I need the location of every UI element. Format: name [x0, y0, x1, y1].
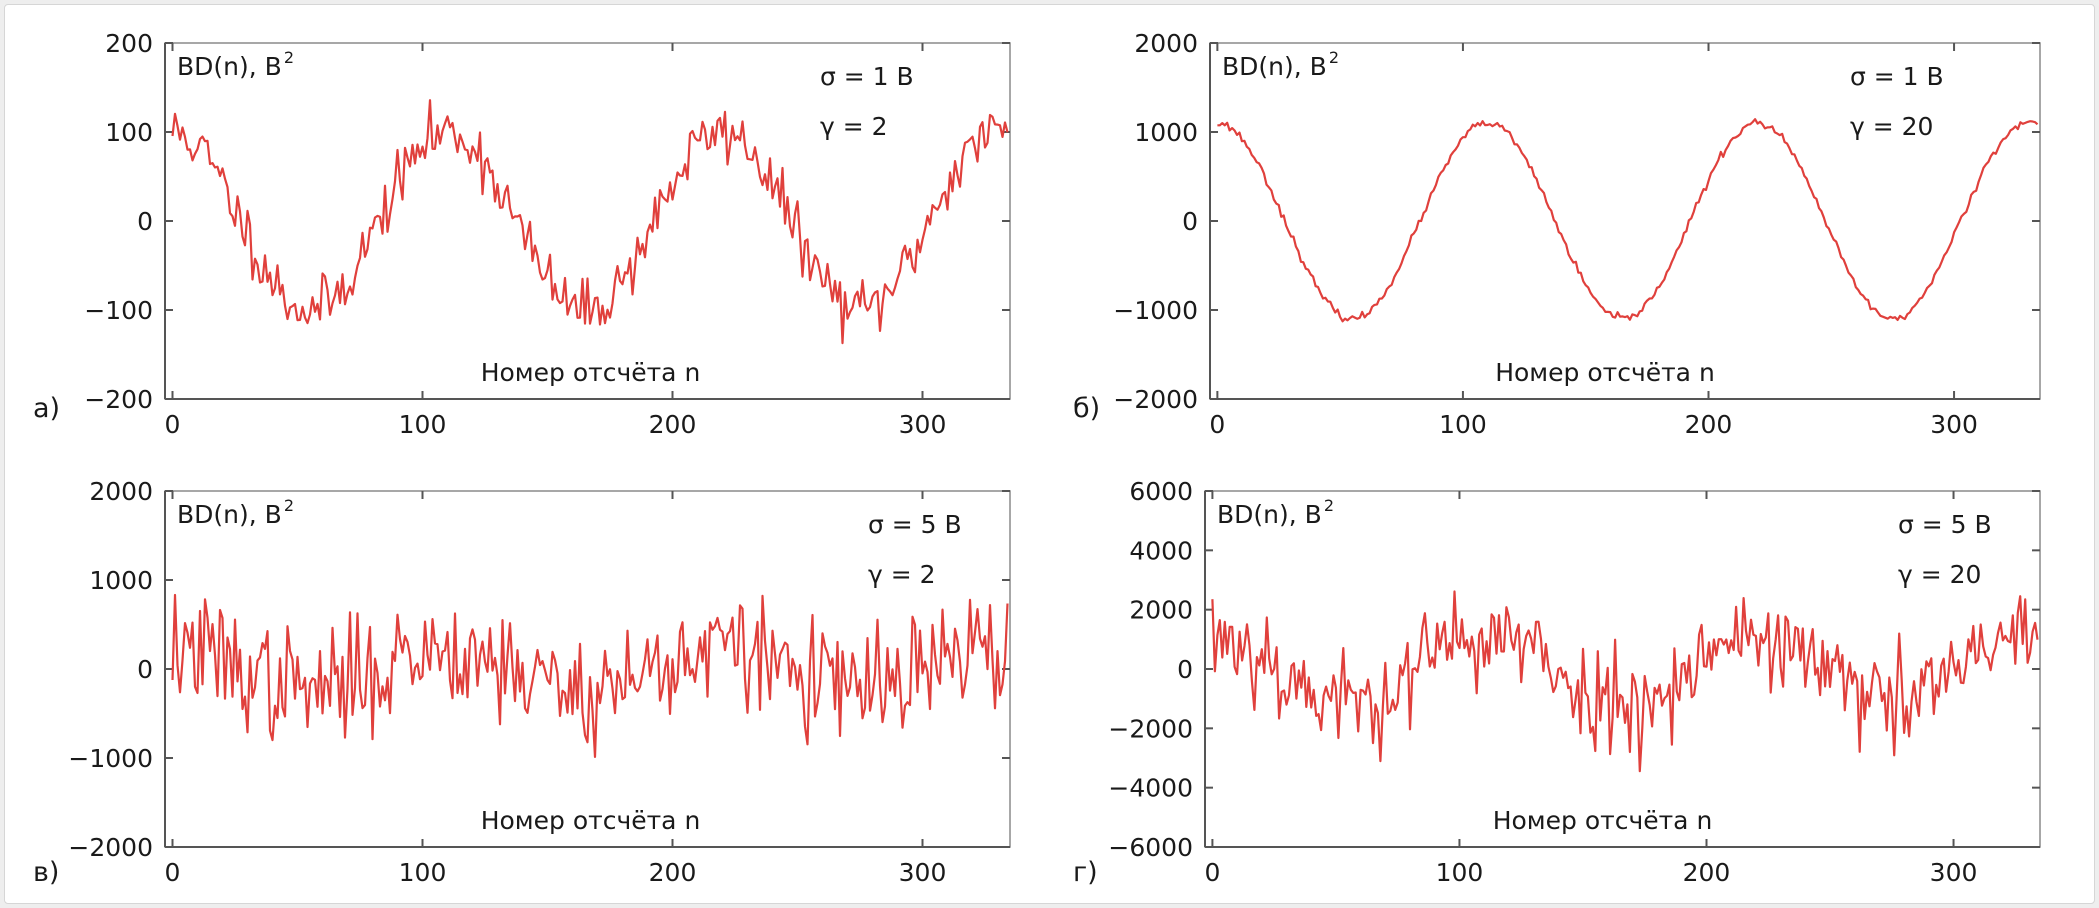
- x-axis-title: Номер отсчёта n: [1495, 358, 1715, 387]
- sigma-annotation: σ = 5 В: [1898, 510, 1992, 539]
- y-tick-label: −100: [84, 296, 153, 325]
- y-tick-label: −2000: [1113, 385, 1198, 414]
- chart-panel-2: 2000 1000 0 −1000 −2000 0 100 200 300 BD(n), В 2 σ …: [33, 477, 1011, 888]
- y-tick-label: 200: [105, 29, 153, 58]
- x-tick-label: 100: [399, 410, 447, 439]
- x-tick-label: 0: [165, 410, 181, 439]
- y-tick-label: 100: [105, 118, 153, 147]
- x-tick-label: 100: [1436, 858, 1484, 887]
- y-tick-label: 6000: [1129, 477, 1193, 506]
- y-tick-label: −1000: [68, 744, 153, 773]
- x-tick-label: 300: [1930, 858, 1978, 887]
- x-tick-label: 0: [1204, 858, 1220, 887]
- y-tick-label: 0: [1182, 207, 1198, 236]
- series-line-0: [171, 593, 1009, 758]
- plot-frame: [1204, 490, 2041, 848]
- y-tick-label: −1000: [1113, 296, 1198, 325]
- y-tick-label: −200: [84, 385, 153, 414]
- x-tick-label: 100: [1439, 410, 1487, 439]
- x-tick-label: 200: [649, 410, 697, 439]
- y-axis-title-superscript: 2: [284, 48, 294, 67]
- sigma-annotation: σ = 1 В: [820, 62, 914, 91]
- sigma-annotation: σ = 5 В: [868, 510, 962, 539]
- y-tick-label: 0: [137, 655, 153, 684]
- y-tick-label: −6000: [1108, 833, 1193, 862]
- gamma-annotation: γ = 2: [820, 112, 888, 141]
- panel-letter: в): [33, 857, 59, 888]
- x-axis-title: Номер отсчёта n: [1493, 806, 1713, 835]
- y-axis-title: BD(n), В: [1222, 52, 1327, 81]
- x-tick-label: 200: [1685, 410, 1733, 439]
- y-tick-label: −2000: [68, 833, 153, 862]
- x-tick-label: 200: [649, 858, 697, 887]
- plot-frame: [164, 490, 1011, 848]
- gamma-annotation: γ = 20: [1850, 112, 1933, 141]
- y-axis-title: BD(n), В: [177, 500, 282, 529]
- x-tick-label: 300: [899, 410, 947, 439]
- series-line-0: [171, 99, 1009, 345]
- chart-panel-1: 2000 1000 0 −1000 −2000 0 100 200 300 BD(n), В 2 σ …: [1073, 29, 2041, 439]
- y-tick-label: 1000: [89, 566, 153, 595]
- y-axis-title: BD(n), В: [1217, 500, 1322, 529]
- x-tick-label: 0: [165, 858, 181, 887]
- gamma-annotation: γ = 2: [868, 560, 936, 589]
- panel-letter: б): [1073, 393, 1100, 424]
- x-tick-label: 300: [899, 858, 947, 887]
- y-tick-label: 1000: [1134, 118, 1198, 147]
- series-line-0: [1211, 590, 2039, 773]
- chart-panel-0: 200 100 0 −100 −200 0 100 200 300 BD(n), В 2 σ = 1 …: [33, 29, 1011, 439]
- y-tick-label: 0: [1177, 655, 1193, 684]
- plot-frame: [1209, 42, 2041, 400]
- y-axis-title-superscript: 2: [284, 496, 294, 515]
- y-tick-label: 2000: [1129, 596, 1193, 625]
- y-axis-title-superscript: 2: [1324, 496, 1334, 515]
- panel-letter: а): [33, 393, 60, 424]
- x-tick-label: 200: [1683, 858, 1731, 887]
- x-tick-label: 100: [399, 858, 447, 887]
- gamma-annotation: γ = 20: [1898, 560, 1981, 589]
- x-axis-title: Номер отсчёта n: [481, 358, 701, 387]
- x-axis-title: Номер отсчёта n: [481, 806, 701, 835]
- y-tick-label: 4000: [1129, 536, 1193, 565]
- panel-letter: г): [1073, 857, 1098, 888]
- y-tick-label: 0: [137, 207, 153, 236]
- x-tick-label: 0: [1209, 410, 1225, 439]
- series-line-0: [1217, 118, 2039, 323]
- y-tick-label: −4000: [1108, 774, 1193, 803]
- y-tick-label: −2000: [1108, 714, 1193, 743]
- chart-panel-3: 6000 4000 2000 0 −2000 −4000 −6000 0 100 200 300 BD…: [1073, 477, 2041, 888]
- y-tick-label: 2000: [89, 477, 153, 506]
- sigma-annotation: σ = 1 В: [1850, 62, 1944, 91]
- y-axis-title: BD(n), В: [177, 52, 282, 81]
- y-tick-label: 2000: [1134, 29, 1198, 58]
- plot-frame: [164, 42, 1011, 400]
- y-axis-title-superscript: 2: [1329, 48, 1339, 67]
- x-tick-label: 300: [1930, 410, 1978, 439]
